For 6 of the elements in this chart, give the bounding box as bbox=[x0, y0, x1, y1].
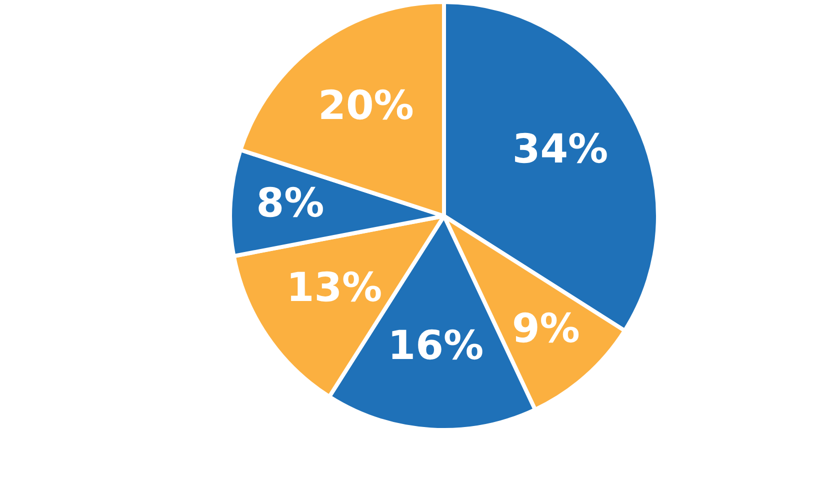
data-label: 8% bbox=[256, 180, 324, 227]
data-label: 16% bbox=[388, 322, 484, 369]
data-label: 9% bbox=[512, 306, 580, 352]
data-label: 20% bbox=[318, 83, 414, 130]
data-label: 13% bbox=[286, 264, 382, 311]
data-label: 34% bbox=[512, 126, 608, 172]
